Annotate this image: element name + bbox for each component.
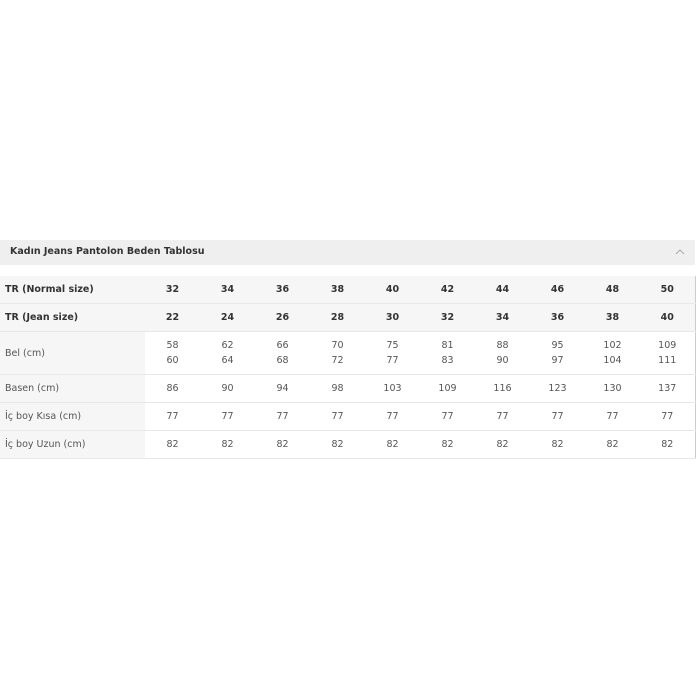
- table-cell: 102 104: [585, 331, 640, 375]
- table-cell: 77: [200, 402, 255, 431]
- table-cell: 77: [585, 402, 640, 431]
- table-cell: 66 68: [255, 331, 310, 375]
- row-label: Bel (cm): [0, 331, 145, 375]
- table-cell: 82: [585, 430, 640, 459]
- table-cell: 44: [475, 276, 530, 304]
- table-cell: 77: [475, 402, 530, 431]
- table-cell: 50: [640, 276, 695, 304]
- table-cell: 81 83: [420, 331, 475, 375]
- table-cell: 103: [365, 374, 420, 403]
- table-row-ic-boy-kisa: İç boy Kısa (cm) 77 77 77 77 77 77 77 77 77 77: [0, 402, 695, 431]
- table-cell: 58 60: [145, 331, 200, 375]
- table-cell: 38: [585, 303, 640, 332]
- row-label: Basen (cm): [0, 374, 145, 403]
- row-label: TR (Jean size): [0, 303, 145, 332]
- table-cell: 82: [145, 430, 200, 459]
- table-cell: 82: [420, 430, 475, 459]
- table-cell: 30: [365, 303, 420, 332]
- table-cell: 130: [585, 374, 640, 403]
- table-cell: 34: [475, 303, 530, 332]
- row-label: İç boy Uzun (cm): [0, 430, 145, 459]
- size-table-title: Kadın Jeans Pantolon Beden Tablosu: [10, 246, 205, 257]
- table-cell: 95 97: [530, 331, 585, 375]
- table-cell: 82: [475, 430, 530, 459]
- table-cell: 36: [255, 276, 310, 304]
- table-cell: 48: [585, 276, 640, 304]
- table-cell: 77: [310, 402, 365, 431]
- table-cell: 77: [255, 402, 310, 431]
- cell-value: 62: [221, 340, 234, 351]
- size-table: TR (Normal size) 32 34 36 38 40 42 44 46 48 50 TR (…: [0, 276, 696, 459]
- chevron-up-icon[interactable]: [673, 245, 687, 259]
- cell-value: 81: [441, 340, 454, 351]
- table-cell: 77: [365, 402, 420, 431]
- table-cell: 40: [365, 276, 420, 304]
- table-cell: 77: [145, 402, 200, 431]
- table-row-basen: Basen (cm) 86 90 94 98 103 109 116 123 130 137: [0, 374, 695, 403]
- table-cell: 123: [530, 374, 585, 403]
- table-cell: 22: [145, 303, 200, 332]
- table-cell: 116: [475, 374, 530, 403]
- table-cell: 34: [200, 276, 255, 304]
- table-cell: 82: [530, 430, 585, 459]
- table-cell: 109: [420, 374, 475, 403]
- table-cell: 98: [310, 374, 365, 403]
- table-cell: 24: [200, 303, 255, 332]
- cell-value: 77: [386, 355, 399, 366]
- table-cell: 82: [200, 430, 255, 459]
- table-cell: 38: [310, 276, 365, 304]
- size-table-accordion-header[interactable]: Kadın Jeans Pantolon Beden Tablosu: [0, 240, 695, 265]
- cell-value: 83: [441, 355, 454, 366]
- cell-value: 64: [221, 355, 234, 366]
- cell-value: 58: [166, 340, 179, 351]
- cell-value: 68: [276, 355, 289, 366]
- cell-value: 90: [496, 355, 509, 366]
- table-cell: 40: [640, 303, 695, 332]
- cell-value: 88: [496, 340, 509, 351]
- table-cell: 86: [145, 374, 200, 403]
- table-cell: 32: [145, 276, 200, 304]
- cell-value: 66: [276, 340, 289, 351]
- table-cell: 32: [420, 303, 475, 332]
- table-cell: 88 90: [475, 331, 530, 375]
- table-row-normal-size: TR (Normal size) 32 34 36 38 40 42 44 46 48 50: [0, 276, 695, 304]
- table-cell: 137: [640, 374, 695, 403]
- cell-value: 111: [658, 355, 677, 366]
- table-cell: 94: [255, 374, 310, 403]
- row-label: İç boy Kısa (cm): [0, 402, 145, 431]
- table-cell: 36: [530, 303, 585, 332]
- table-cell: 82: [365, 430, 420, 459]
- table-row-jean-size: TR (Jean size) 22 24 26 28 30 32 34 36 38 40: [0, 303, 695, 332]
- cell-value: 60: [166, 355, 179, 366]
- cell-value: 97: [551, 355, 564, 366]
- table-cell: 90: [200, 374, 255, 403]
- table-cell: 77: [640, 402, 695, 431]
- cell-value: 102: [603, 340, 622, 351]
- table-cell: 46: [530, 276, 585, 304]
- table-cell: 28: [310, 303, 365, 332]
- table-cell: 42: [420, 276, 475, 304]
- table-cell: 77: [530, 402, 585, 431]
- table-cell: 62 64: [200, 331, 255, 375]
- cell-value: 70: [331, 340, 344, 351]
- cell-value: 95: [551, 340, 564, 351]
- table-row-bel: Bel (cm) 58 60 62 64 66 68 70 72 75 77 81 83 88 90 95 97…: [0, 331, 695, 375]
- table-cell: 26: [255, 303, 310, 332]
- table-cell: 75 77: [365, 331, 420, 375]
- cell-value: 109: [658, 340, 677, 351]
- table-cell: 109 111: [640, 331, 695, 375]
- cell-value: 72: [331, 355, 344, 366]
- table-cell: 77: [420, 402, 475, 431]
- table-cell: 82: [640, 430, 695, 459]
- row-label: TR (Normal size): [0, 276, 145, 304]
- table-cell: 82: [310, 430, 365, 459]
- table-cell: 70 72: [310, 331, 365, 375]
- cell-value: 75: [386, 340, 399, 351]
- table-cell: 82: [255, 430, 310, 459]
- cell-value: 104: [603, 355, 622, 366]
- table-row-ic-boy-uzun: İç boy Uzun (cm) 82 82 82 82 82 82 82 82 82 82: [0, 430, 695, 459]
